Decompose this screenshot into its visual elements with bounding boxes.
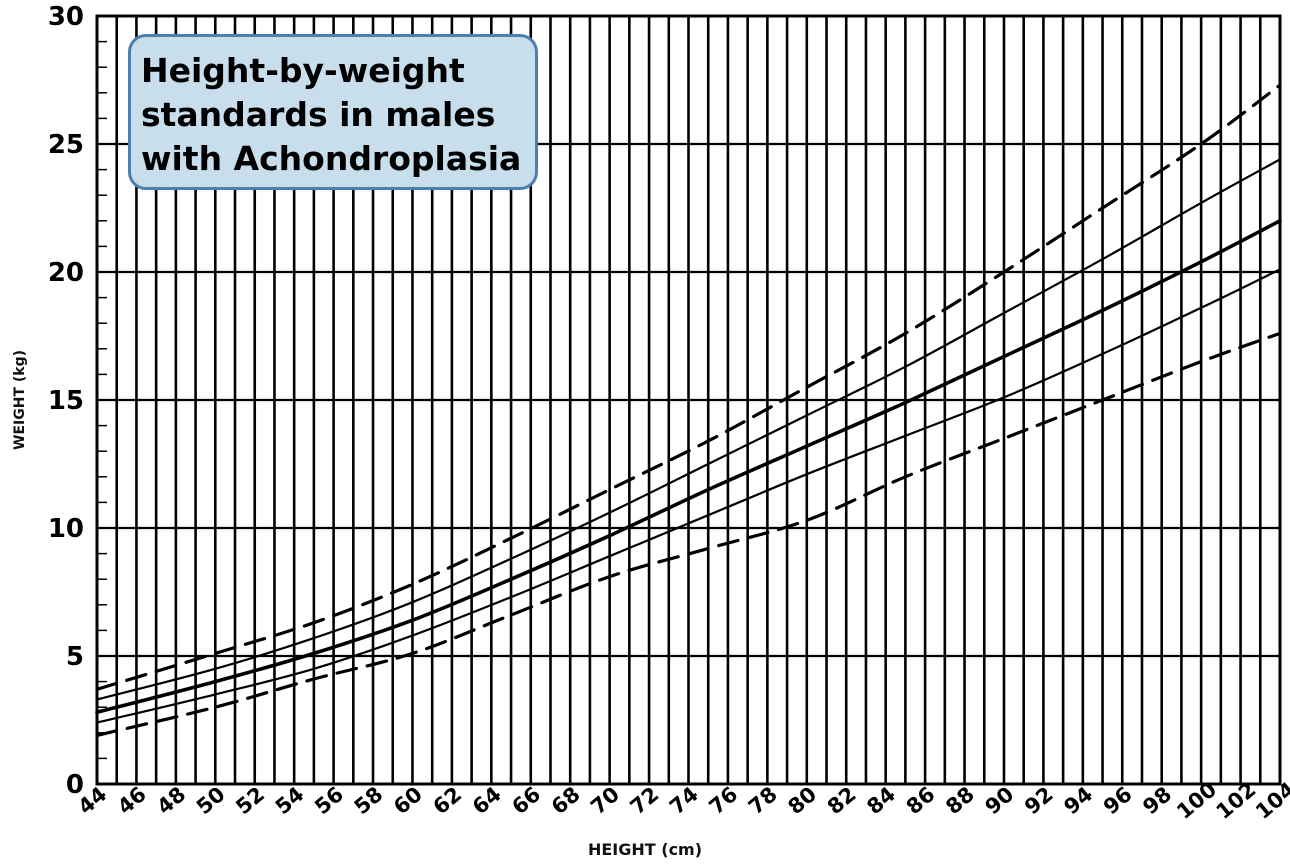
series-line-4 <box>95 268 1282 724</box>
x-tick-label: 50 <box>192 782 230 819</box>
y-tick-label: 10 <box>48 514 84 544</box>
x-tick-label: 64 <box>468 782 506 819</box>
series-lines <box>95 83 1282 737</box>
x-tick-label: 66 <box>507 782 545 819</box>
x-tick-label: 46 <box>113 782 151 819</box>
x-tick-label: 98 <box>1138 782 1176 819</box>
x-tick-label: 68 <box>547 782 585 819</box>
x-tick-label: 48 <box>152 782 190 819</box>
x-tick-label: 74 <box>665 782 703 819</box>
x-tick-label: 84 <box>862 782 900 819</box>
x-tick-label: 94 <box>1059 782 1097 819</box>
series-line-5 <box>95 331 1282 737</box>
x-tick-label: 82 <box>823 782 861 819</box>
x-tick-label: 70 <box>586 782 624 819</box>
x-tick-label: 54 <box>271 782 309 819</box>
x-tick-label: 78 <box>744 782 782 819</box>
x-tick-label: 86 <box>902 782 940 819</box>
y-axis-label-text: WEIGHT (kg) <box>12 350 28 450</box>
y-tick-labels: 0 5 10 15 20 25 30 <box>48 2 84 800</box>
y-tick-label: 20 <box>48 258 84 288</box>
x-tick-label: 90 <box>981 782 1019 819</box>
y-tick-label: 25 <box>48 130 84 160</box>
series-line-1 <box>95 83 1282 691</box>
y-tick-label: 30 <box>48 2 84 32</box>
x-tick-label: 52 <box>231 782 269 819</box>
series-line-2 <box>95 158 1282 701</box>
y-tick-label: 0 <box>66 770 84 800</box>
x-tick-label: 76 <box>705 782 743 819</box>
x-tick-label: 92 <box>1020 782 1058 819</box>
x-tick-label: 62 <box>428 782 466 819</box>
chart-title: Height-by-weight standards in males with… <box>141 51 522 178</box>
y-axis-label: WEIGHT (kg) <box>0 0 40 864</box>
x-tick-label: 56 <box>310 782 348 819</box>
y-tick-label: 15 <box>48 386 84 416</box>
x-axis-label: HEIGHT (cm) <box>587 840 703 859</box>
x-tick-label: 60 <box>389 782 427 819</box>
series-line-3 <box>95 219 1282 715</box>
x-tick-label: 72 <box>626 782 664 819</box>
x-tick-label: 88 <box>941 782 979 819</box>
x-tick-label: 58 <box>350 782 388 819</box>
plot-frame <box>95 14 1282 786</box>
x-tick-label: 96 <box>1099 782 1137 819</box>
x-tick-label: 80 <box>783 782 821 819</box>
y-tick-label: 5 <box>66 642 84 672</box>
chart-title-box: Height-by-weight standards in males with… <box>128 34 538 190</box>
